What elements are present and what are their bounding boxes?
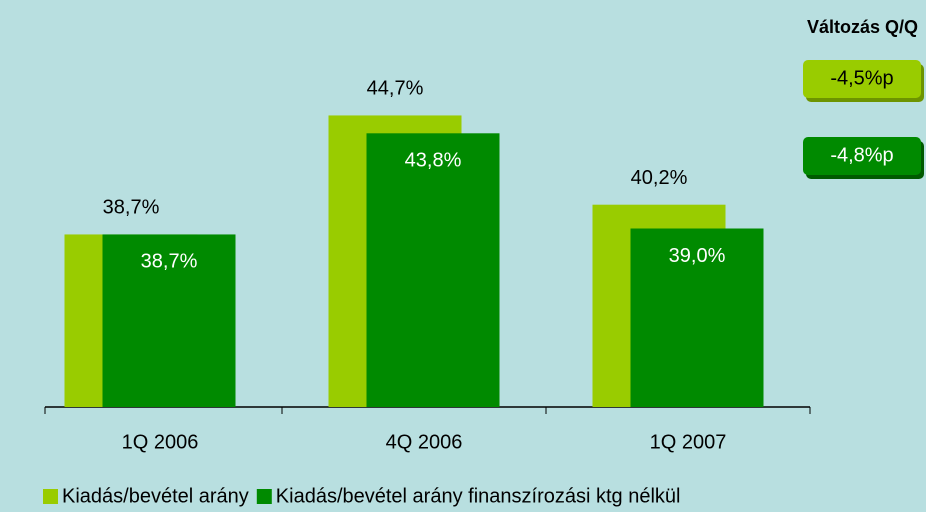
legend-label: Kiadás/bevétel arány bbox=[62, 485, 249, 507]
change-label: -4,8%p bbox=[830, 144, 893, 166]
change-title: Változás Q/Q bbox=[807, 17, 918, 37]
value-label: 39,0% bbox=[669, 245, 726, 267]
x-tick-label: 1Q 2007 bbox=[650, 431, 727, 453]
value-label: 43,8% bbox=[405, 150, 462, 172]
bar bbox=[630, 228, 764, 407]
change-box bbox=[803, 60, 921, 98]
value-label: 44,7% bbox=[367, 78, 424, 100]
legend-label: Kiadás/bevétel arány finanszírozási ktg … bbox=[276, 485, 681, 507]
value-label: 40,2% bbox=[631, 167, 688, 189]
x-tick-label: 4Q 2006 bbox=[386, 431, 463, 453]
legend-swatch bbox=[256, 489, 272, 504]
bar bbox=[366, 133, 500, 408]
value-label: 38,7% bbox=[103, 197, 160, 219]
bar bbox=[102, 234, 236, 407]
change-label: -4,5%p bbox=[830, 67, 893, 89]
legend-swatch bbox=[43, 489, 58, 504]
x-tick-label: 1Q 2006 bbox=[122, 431, 199, 453]
change-box bbox=[803, 137, 921, 175]
value-label: 38,7% bbox=[141, 251, 198, 273]
